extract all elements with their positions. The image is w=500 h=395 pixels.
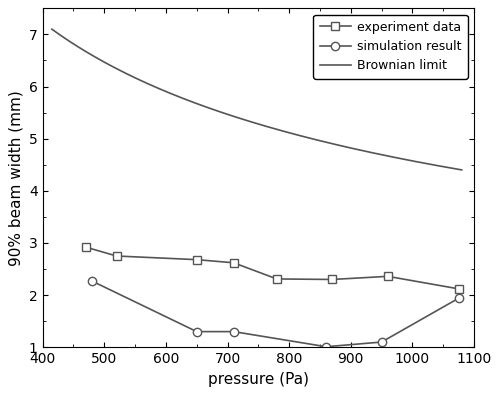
- Brownian limit: [49, 27, 55, 32]
- X-axis label: pressure (Pa): pressure (Pa): [208, 372, 309, 387]
- Y-axis label: 90% beam width (mm): 90% beam width (mm): [8, 90, 24, 266]
- Line: experiment data: experiment data: [82, 243, 463, 293]
- experiment data: [230, 260, 236, 265]
- Brownian limit: [458, 167, 464, 172]
- experiment data: [114, 254, 119, 258]
- simulation result: [230, 329, 236, 334]
- Legend: experiment data, simulation result, Brownian limit: experiment data, simulation result, Brow…: [314, 15, 468, 79]
- Brownian limit: [449, 166, 455, 171]
- experiment data: [83, 245, 89, 250]
- Line: Brownian limit: Brownian limit: [52, 29, 462, 170]
- Brownian limit: [293, 132, 299, 137]
- simulation result: [456, 296, 462, 301]
- simulation result: [323, 344, 329, 349]
- simulation result: [89, 278, 95, 283]
- experiment data: [330, 277, 336, 282]
- simulation result: [378, 340, 384, 344]
- simulation result: [194, 329, 200, 334]
- experiment data: [194, 257, 200, 262]
- Brownian limit: [246, 119, 252, 124]
- Line: simulation result: simulation result: [88, 277, 463, 351]
- Brownian limit: [244, 118, 250, 123]
- experiment data: [385, 274, 391, 279]
- Brownian limit: [270, 126, 276, 131]
- experiment data: [274, 276, 280, 281]
- Brownian limit: [385, 154, 391, 158]
- experiment data: [456, 286, 462, 291]
